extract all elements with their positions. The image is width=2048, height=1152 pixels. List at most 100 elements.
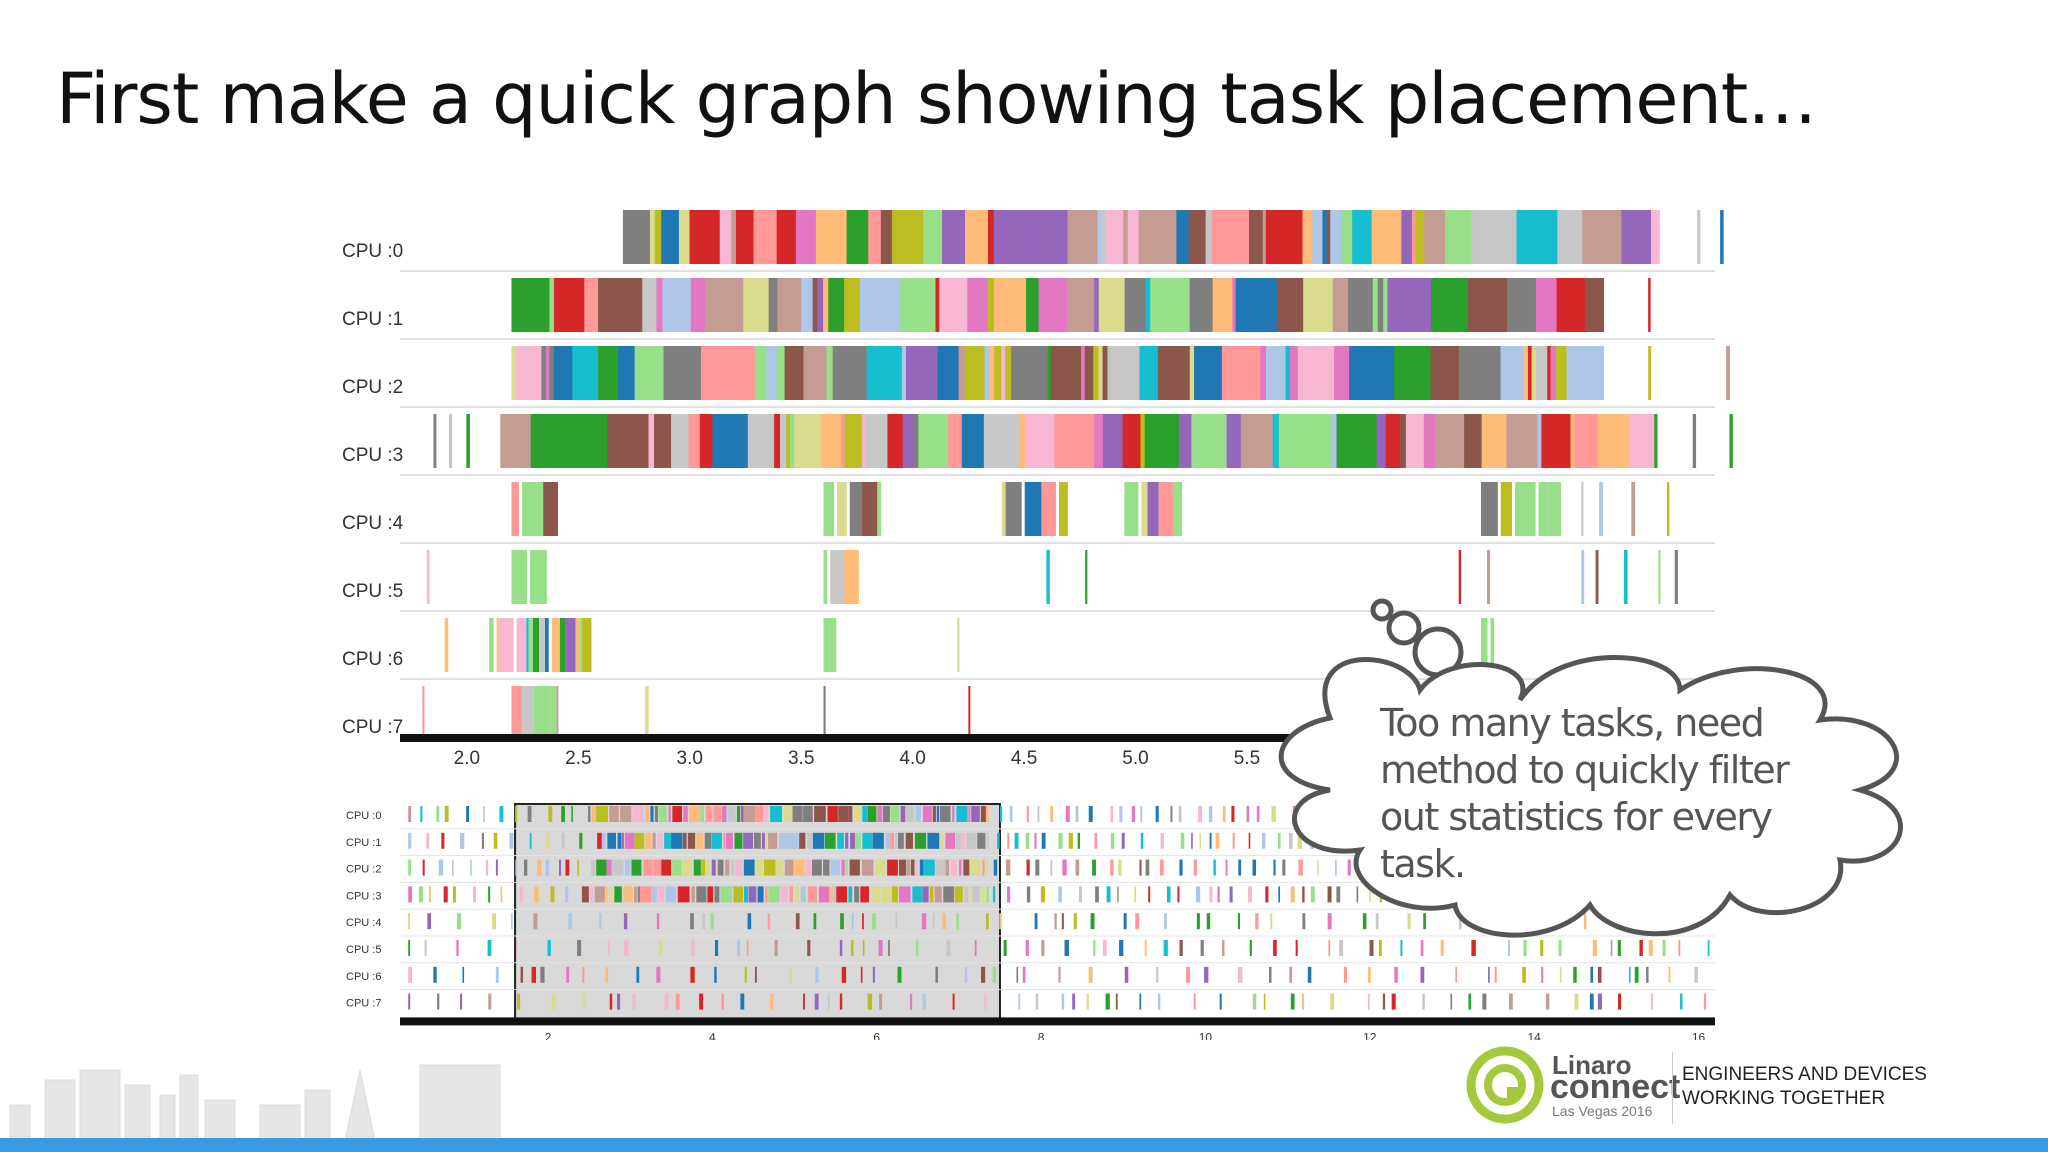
overview-task-mark — [690, 940, 695, 956]
overview-task-mark — [624, 859, 631, 876]
task-mark — [1377, 278, 1384, 332]
overview-task-mark — [427, 913, 432, 930]
task-mark — [498, 618, 514, 672]
overview-task-mark — [645, 806, 650, 822]
overview-task-mark — [1222, 940, 1225, 956]
task-mark — [1532, 482, 1536, 536]
task-mark — [1458, 550, 1462, 604]
overview-task-mark — [986, 913, 989, 930]
overview-task-mark — [807, 832, 812, 849]
overview-task-mark — [725, 859, 730, 876]
overview-task-mark — [977, 832, 986, 849]
overview-task-mark — [675, 993, 680, 1010]
overview-task-mark — [1054, 913, 1057, 930]
overview-task-mark — [1007, 886, 1011, 903]
overview-task-mark — [974, 940, 977, 956]
task-mark — [622, 210, 651, 264]
task-mark — [1376, 346, 1395, 400]
overview-task-mark — [488, 886, 491, 903]
overview-task-mark — [909, 993, 913, 1010]
overview-x-tick-label: 2 — [545, 1030, 552, 1040]
task-mark — [1621, 210, 1652, 264]
overview-task-mark — [1252, 859, 1257, 876]
overview-task-mark — [1140, 806, 1143, 822]
task-mark — [1535, 278, 1558, 332]
overview-task-mark — [1005, 859, 1011, 876]
overview-task-mark — [940, 832, 944, 849]
task-mark — [1001, 482, 1006, 536]
overview-task-mark — [912, 886, 923, 903]
task-mark — [1550, 346, 1557, 400]
overview-task-mark — [433, 966, 437, 983]
task-mark — [1431, 278, 1469, 332]
overview-task-mark — [682, 859, 693, 876]
overview-cpu-label: CPU :5 — [346, 944, 381, 956]
task-mark — [719, 210, 728, 264]
task-mark — [1322, 210, 1328, 264]
task-mark — [1506, 414, 1538, 468]
overview-task-mark — [1209, 886, 1213, 903]
overview-task-mark — [1180, 832, 1185, 849]
overview-task-mark — [1215, 832, 1220, 849]
overview-task-mark — [1123, 913, 1127, 930]
overview-task-mark — [862, 940, 865, 956]
overview-task-mark — [487, 940, 492, 956]
task-mark — [532, 618, 540, 672]
overview-task-mark — [1440, 940, 1444, 956]
task-mark — [539, 618, 545, 672]
overview-task-mark — [935, 966, 938, 983]
overview-task-mark — [696, 832, 704, 849]
task-mark — [656, 278, 663, 332]
task-mark — [1024, 482, 1042, 536]
overview-task-mark — [1155, 806, 1159, 822]
overview-task-mark — [811, 859, 822, 876]
overview-task-mark — [954, 886, 963, 903]
task-mark — [1289, 346, 1299, 400]
overview-task-mark — [872, 966, 875, 983]
overview-task-mark — [1327, 886, 1332, 903]
task-mark — [1515, 482, 1533, 536]
overview-task-mark — [591, 859, 596, 876]
task-mark — [1595, 550, 1599, 604]
task-mark — [859, 278, 901, 332]
task-mark — [1054, 414, 1095, 468]
overview-task-mark — [851, 913, 854, 930]
task-mark — [662, 278, 692, 332]
overview-task-mark — [934, 886, 942, 903]
task-mark — [1477, 210, 1517, 264]
overview-task-mark — [1075, 806, 1079, 822]
overview-task-mark — [1191, 832, 1193, 849]
overview-task-mark — [551, 993, 556, 1010]
task-mark — [1424, 210, 1446, 264]
task-mark — [1387, 278, 1429, 332]
overview-task-mark — [789, 886, 793, 903]
task-mark — [948, 414, 963, 468]
overview-task-mark — [422, 859, 425, 876]
task-mark — [1331, 414, 1337, 468]
overview-task-mark — [1090, 913, 1095, 930]
overview-task-mark — [1077, 832, 1080, 849]
overview-task-mark — [1156, 966, 1159, 983]
overview-task-mark — [1369, 940, 1374, 956]
overview-task-mark — [1199, 832, 1202, 849]
overview-task-mark — [700, 806, 705, 822]
overview-task-mark — [971, 806, 980, 822]
overview-task-mark — [814, 993, 819, 1010]
overview-task-mark — [527, 806, 532, 822]
task-mark — [1081, 346, 1086, 400]
overview-task-mark — [1522, 966, 1526, 983]
task-mark — [1334, 346, 1350, 400]
overview-task-mark — [1471, 940, 1476, 956]
overview-task-mark — [786, 832, 799, 849]
overview-task-mark — [964, 966, 968, 983]
task-mark — [1024, 414, 1056, 468]
task-mark — [1235, 278, 1278, 332]
overview-task-mark — [1423, 913, 1426, 930]
overview-task-mark — [1290, 886, 1295, 903]
task-mark — [1428, 278, 1432, 332]
task-mark — [823, 686, 826, 740]
task-mark — [1139, 346, 1159, 400]
overview-task-mark — [1145, 859, 1150, 876]
task-mark — [817, 278, 824, 332]
task-mark — [1654, 414, 1658, 468]
